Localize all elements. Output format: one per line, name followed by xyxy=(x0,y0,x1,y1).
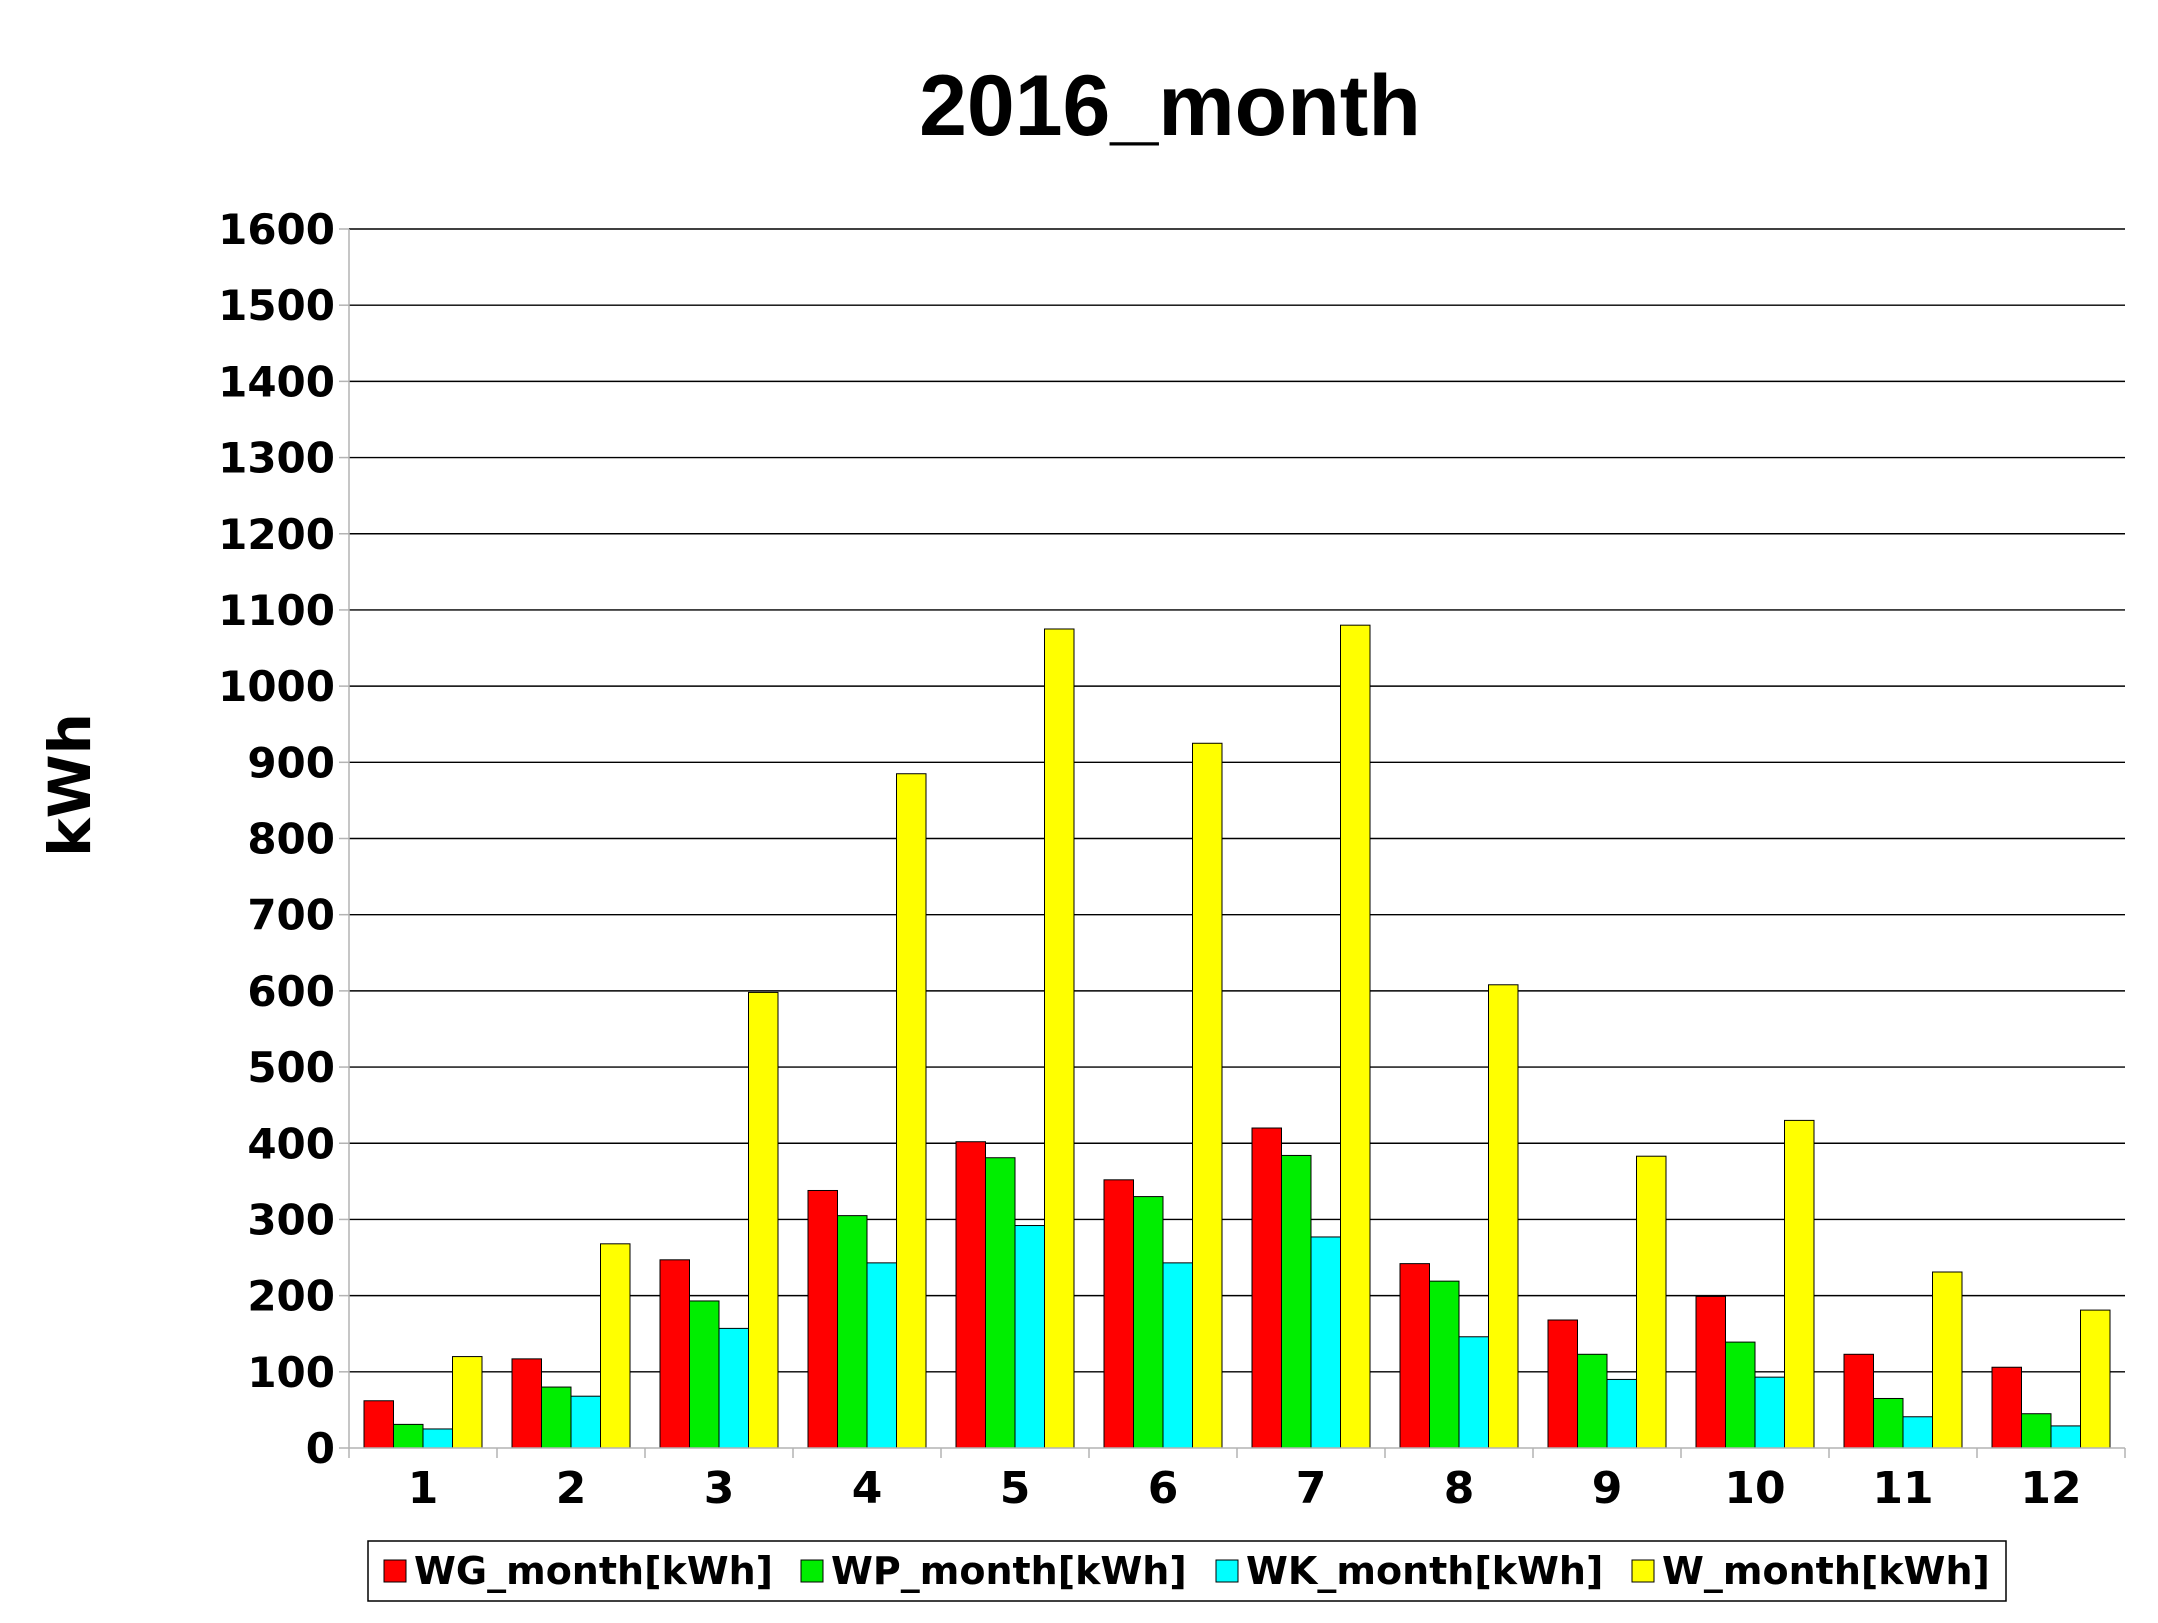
x-tick-label: 4 xyxy=(852,1463,883,1514)
y-tick-label: 1400 xyxy=(218,357,335,406)
legend-box xyxy=(367,1540,2007,1602)
y-tick-label: 1600 xyxy=(218,205,335,254)
legend-label: W_month[kWh] xyxy=(1662,1549,1990,1593)
legend-swatch xyxy=(1631,1559,1655,1583)
bar-w-month-2 xyxy=(600,1243,631,1449)
bar-w-month-4 xyxy=(896,773,927,1449)
y-tick-label: 100 xyxy=(247,1348,335,1397)
y-tick-label: 900 xyxy=(247,738,335,787)
legend-label: WP_month[kWh] xyxy=(831,1549,1187,1593)
legend-label: WG_month[kWh] xyxy=(414,1549,773,1593)
x-tick-label: 12 xyxy=(2020,1463,2081,1514)
y-tick-label: 300 xyxy=(247,1195,335,1244)
y-tick-label: 700 xyxy=(247,891,335,940)
x-tick-label: 2 xyxy=(556,1463,587,1514)
x-tick-label: 10 xyxy=(1724,1463,1785,1514)
bar-wp-month-8 xyxy=(1429,1280,1460,1449)
bar-w-month-3 xyxy=(748,991,779,1449)
bar-wk-month-2 xyxy=(570,1395,601,1449)
bar-w-month-7 xyxy=(1340,624,1371,1449)
bar-wp-month-4 xyxy=(837,1215,868,1449)
legend-swatch xyxy=(800,1559,824,1583)
bar-wk-month-8 xyxy=(1458,1336,1489,1449)
bar-wk-month-4 xyxy=(866,1262,897,1449)
bar-wp-month-5 xyxy=(985,1157,1016,1449)
y-tick-label: 0 xyxy=(306,1424,335,1473)
bar-wp-month-3 xyxy=(689,1300,720,1449)
legend: WG_month[kWh] WP_month[kWh] WK_month[kWh] W… xyxy=(367,1540,2007,1602)
x-tick-label: 5 xyxy=(1000,1463,1031,1514)
x-tick-label: 6 xyxy=(1148,1463,1179,1514)
x-tick-label: 3 xyxy=(704,1463,735,1514)
bar-wg-month-7 xyxy=(1251,1127,1282,1449)
bar-wg-month-6 xyxy=(1103,1179,1134,1449)
bar-wp-month-9 xyxy=(1577,1353,1608,1449)
bar-wp-month-1 xyxy=(393,1423,424,1449)
bar-wg-month-10 xyxy=(1695,1295,1726,1449)
bar-wp-month-2 xyxy=(541,1386,572,1449)
bar-wp-month-11 xyxy=(1873,1397,1904,1449)
legend-swatch xyxy=(383,1559,407,1583)
bar-w-month-8 xyxy=(1488,984,1519,1449)
bar-wk-month-6 xyxy=(1162,1262,1193,1449)
bar-wg-month-12 xyxy=(1991,1366,2022,1449)
x-tick-label: 9 xyxy=(1592,1463,1623,1514)
bar-wg-month-2 xyxy=(511,1358,542,1449)
bar-wg-month-8 xyxy=(1399,1263,1430,1449)
y-tick-label: 800 xyxy=(247,815,335,864)
chart-title: 2016_month xyxy=(919,58,1421,154)
axes: 0 100 200 300 400 500 600 700 800 900 1000 1100 1200… xyxy=(218,205,2126,1514)
bar-wk-month-7 xyxy=(1310,1236,1341,1449)
gridlines xyxy=(349,228,2125,1373)
bar-wk-month-1 xyxy=(422,1428,453,1449)
bar-wg-month-9 xyxy=(1547,1319,1578,1449)
x-tick-label: 7 xyxy=(1296,1463,1327,1514)
bar-wg-month-4 xyxy=(807,1189,838,1449)
x-tick-label: 11 xyxy=(1872,1463,1933,1514)
bar-w-month-5 xyxy=(1044,628,1075,1449)
bars xyxy=(363,624,2111,1449)
bar-wk-month-10 xyxy=(1754,1376,1785,1449)
x-tick-label: 8 xyxy=(1444,1463,1475,1514)
bar-w-month-11 xyxy=(1932,1271,1963,1449)
bar-wp-month-7 xyxy=(1281,1154,1312,1449)
y-tick-label: 1000 xyxy=(218,662,335,711)
bar-wk-month-11 xyxy=(1902,1416,1933,1449)
bar-wk-month-3 xyxy=(718,1327,749,1449)
y-tick-label: 1300 xyxy=(218,434,335,483)
bar-wk-month-9 xyxy=(1606,1378,1637,1449)
bar-w-month-9 xyxy=(1636,1155,1667,1449)
bar-wg-month-1 xyxy=(363,1400,394,1449)
bar-w-month-6 xyxy=(1192,742,1223,1449)
y-tick-label: 500 xyxy=(247,1043,335,1092)
bar-wp-month-6 xyxy=(1133,1196,1164,1449)
y-tick-label: 600 xyxy=(247,967,335,1016)
x-tick-label: 1 xyxy=(408,1463,439,1514)
bar-wg-month-5 xyxy=(955,1141,986,1449)
bar-wp-month-10 xyxy=(1725,1341,1756,1449)
y-tick-label: 200 xyxy=(247,1272,335,1321)
bar-wk-month-5 xyxy=(1014,1225,1045,1449)
y-axis-label: kWh xyxy=(36,713,104,857)
y-tick-label: 1200 xyxy=(218,510,335,559)
y-tick-label: 1500 xyxy=(218,281,335,330)
bar-wg-month-3 xyxy=(659,1259,690,1449)
legend-swatch xyxy=(1215,1559,1239,1583)
bar-wg-month-11 xyxy=(1843,1353,1874,1449)
y-tick-label: 1100 xyxy=(218,586,335,635)
bar-w-month-10 xyxy=(1784,1119,1815,1449)
legend-label: WK_month[kWh] xyxy=(1246,1549,1603,1593)
bar-w-month-1 xyxy=(452,1356,483,1449)
bar-wp-month-12 xyxy=(2021,1413,2052,1449)
bar-wk-month-12 xyxy=(2050,1425,2081,1449)
bar-w-month-12 xyxy=(2080,1309,2111,1449)
y-tick-label: 400 xyxy=(247,1119,335,1168)
